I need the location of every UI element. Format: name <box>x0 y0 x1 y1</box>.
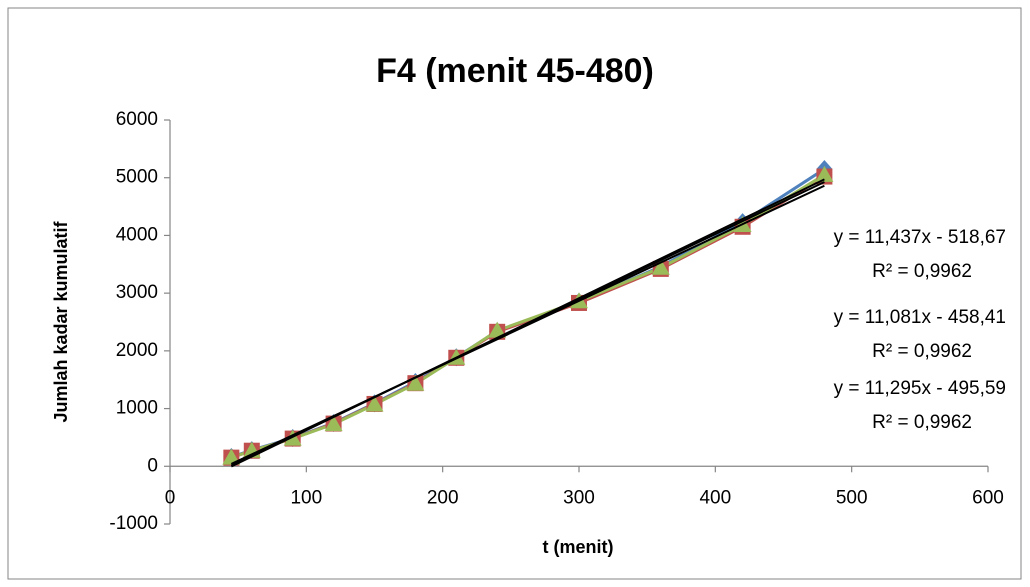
x-tick-label: 100 <box>290 487 322 508</box>
trendline <box>230 181 825 467</box>
y-tick-label: 4000 <box>116 224 158 245</box>
trend-r2: R² = 0,9962 <box>872 412 972 433</box>
marker <box>406 374 425 391</box>
marker <box>222 448 241 465</box>
marker <box>324 415 343 432</box>
marker <box>365 395 384 412</box>
trend-r2: R² = 0,9962 <box>872 341 972 362</box>
trend-equation: y = 11,295x - 495,59 <box>834 378 1006 399</box>
marker <box>815 165 834 182</box>
y-axis-label: Jumlah kadar kumulatif <box>51 220 71 422</box>
y-tick-label: 0 <box>147 455 158 476</box>
y-tick-label: 1000 <box>116 398 158 419</box>
y-tick-label: 5000 <box>116 167 158 188</box>
y-tick-label: -1000 <box>109 513 158 534</box>
marker <box>651 258 670 275</box>
chart-title: F4 (menit 45-480) <box>376 52 654 90</box>
x-tick-label: 300 <box>563 487 595 508</box>
x-axis-label: t (menit) <box>543 537 614 557</box>
trend-r2: R² = 0,9962 <box>872 261 972 282</box>
y-tick-label: 6000 <box>116 109 158 130</box>
y-tick-label: 3000 <box>116 282 158 303</box>
marker <box>488 321 507 338</box>
x-tick-label: 400 <box>699 487 731 508</box>
trend-equation: y = 11,437x - 518,67 <box>834 227 1006 248</box>
x-tick-label: 600 <box>972 487 1004 508</box>
trend-equation: y = 11,081x - 458,41 <box>834 307 1006 328</box>
chart-border <box>7 7 1022 580</box>
x-tick-label: 200 <box>427 487 459 508</box>
x-tick-label: 0 <box>165 487 176 508</box>
y-tick-label: 2000 <box>116 340 158 361</box>
x-tick-label: 500 <box>836 487 868 508</box>
